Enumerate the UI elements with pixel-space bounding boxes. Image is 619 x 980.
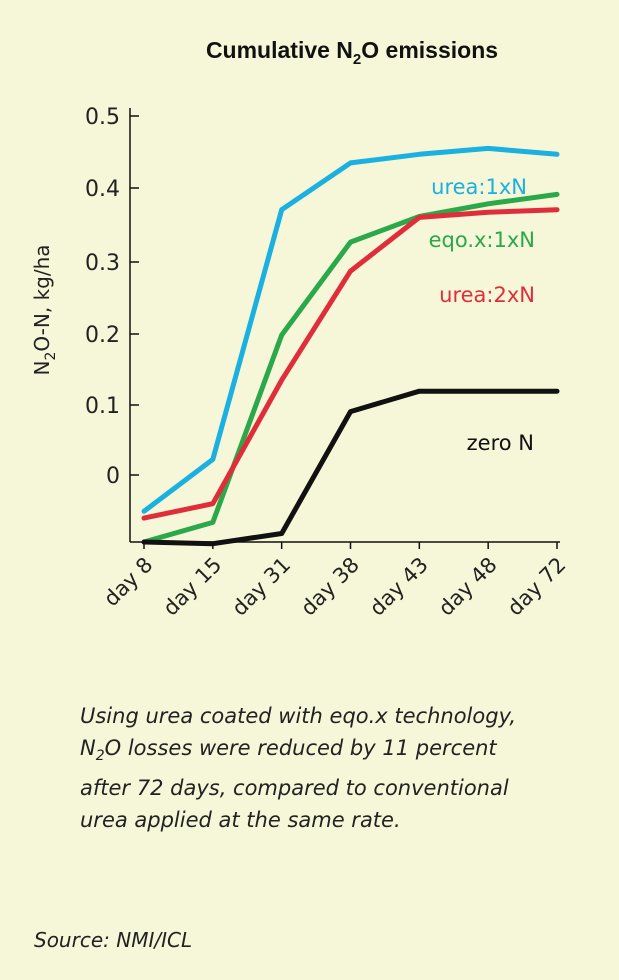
y-tick-label: 0 bbox=[106, 464, 120, 489]
caption-line-3: after 72 days, compared to conventional bbox=[80, 776, 509, 801]
x-tick-label: day 38 bbox=[296, 553, 364, 621]
y-tick-label: 0.2 bbox=[85, 323, 120, 348]
y-tick-label: 0.4 bbox=[85, 177, 120, 202]
x-tick-label: day 15 bbox=[158, 553, 226, 621]
series-line-urea-1xn bbox=[141, 145, 560, 514]
series-lines bbox=[141, 145, 560, 547]
x-tick-label: day 43 bbox=[365, 553, 433, 621]
chart: Cumulative N2O emissions N2O-N, kg/ha 0.… bbox=[30, 37, 571, 621]
series-label: eqo.x:1xN bbox=[429, 228, 535, 252]
caption-line-2: N2O losses were reduced by 11 percent bbox=[80, 736, 497, 765]
y-ticks: 0.5 0.4 0.3 0.2 0.1 0 bbox=[85, 105, 139, 489]
y-axis-label: N2O-N, kg/ha bbox=[30, 244, 59, 375]
x-ticks: day 8 day 15 day 31 day 38 day 43 day 48 day 7… bbox=[99, 542, 571, 621]
x-tick-label: day 8 bbox=[99, 553, 157, 611]
series-labels: urea:1xN eqo.x:1xN urea:2xN zero N bbox=[429, 175, 535, 455]
series-label: urea:2xN bbox=[439, 283, 535, 307]
y-tick-label: 0.5 bbox=[85, 105, 120, 130]
axes bbox=[129, 108, 560, 543]
series-line-zero-n bbox=[141, 388, 560, 547]
source-note: Source: NMI/ICL bbox=[34, 928, 193, 952]
series-line-urea-2xn bbox=[141, 207, 560, 521]
series-line-eqo-x-1xn bbox=[141, 191, 560, 545]
caption: Using urea coated with eqo.x technology,… bbox=[80, 700, 600, 836]
y-tick-label: 0.3 bbox=[85, 251, 120, 276]
x-tick-label: day 31 bbox=[227, 553, 295, 621]
y-tick-label: 0.1 bbox=[85, 394, 120, 419]
chart-title: Cumulative N2O emissions bbox=[206, 37, 498, 68]
x-tick-label: day 72 bbox=[503, 553, 571, 621]
series-label: urea:1xN bbox=[431, 175, 527, 199]
caption-line-4: urea applied at the same rate. bbox=[80, 808, 401, 833]
x-tick-label: day 48 bbox=[434, 553, 502, 621]
series-label: zero N bbox=[467, 431, 534, 455]
caption-line-1: Using urea coated with eqo.x technology, bbox=[80, 704, 517, 728]
